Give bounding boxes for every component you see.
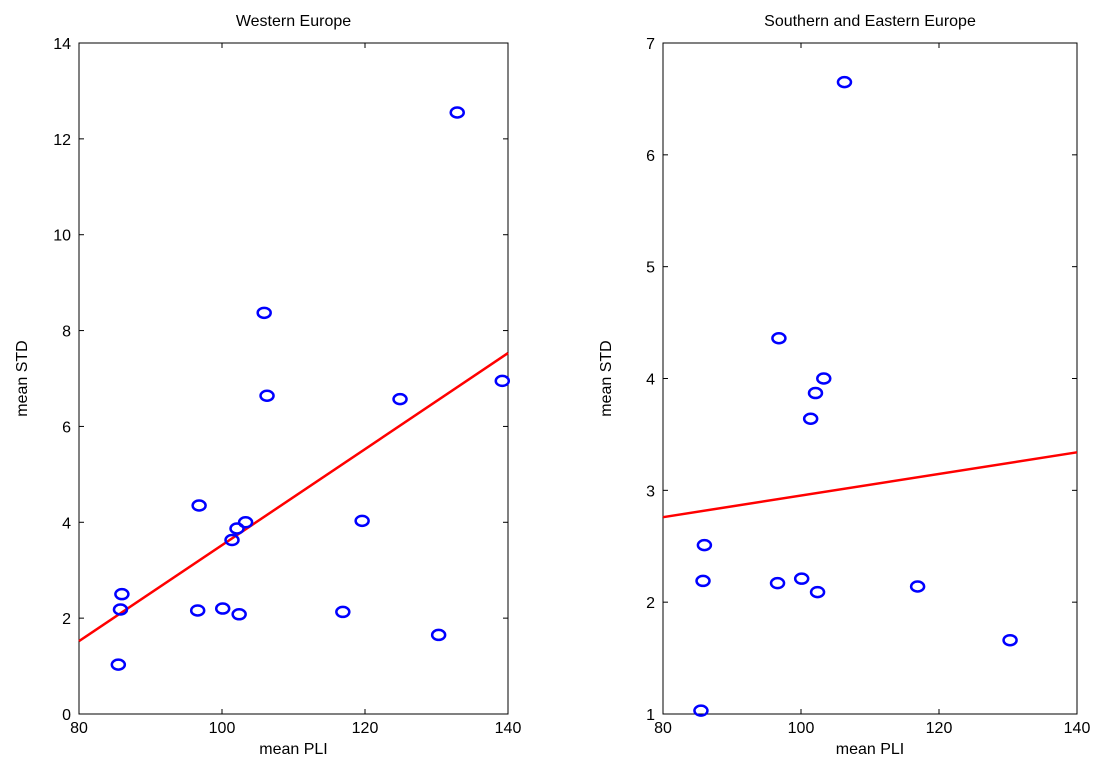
y-tick-label: 0 xyxy=(62,707,71,724)
y-tick-label: 7 xyxy=(646,36,655,53)
y-tick-label: 10 xyxy=(53,228,71,245)
y-tick-label: 2 xyxy=(646,595,655,612)
x-axis-label: mean PLI xyxy=(836,741,904,758)
data-point xyxy=(110,658,127,671)
data-point xyxy=(224,533,240,547)
regression-line xyxy=(78,352,509,643)
y-axis-label: mean STD xyxy=(598,340,615,416)
data-point xyxy=(807,386,824,400)
chart-title: Southern and Eastern Europe xyxy=(764,13,976,30)
data-point xyxy=(771,331,787,345)
data-point xyxy=(1002,633,1018,647)
y-tick-label: 6 xyxy=(646,148,655,165)
data-point xyxy=(354,514,370,528)
x-tick-label: 80 xyxy=(654,720,672,737)
plot-area-frame xyxy=(78,42,509,715)
data-point xyxy=(256,306,272,320)
data-point xyxy=(191,499,207,512)
x-tick-label: 120 xyxy=(352,720,379,737)
data-point xyxy=(836,75,853,89)
x-tick-label: 120 xyxy=(926,720,953,737)
data-point xyxy=(802,412,819,426)
x-tick-label: 100 xyxy=(209,720,236,737)
data-point xyxy=(259,389,275,403)
data-point xyxy=(229,522,245,535)
y-tick-label: 12 xyxy=(53,132,71,149)
data-point xyxy=(793,572,810,585)
data-point xyxy=(909,580,926,593)
x-tick-label: 100 xyxy=(788,720,815,737)
x-tick-label: 140 xyxy=(495,720,522,737)
x-tick-label: 80 xyxy=(70,720,88,737)
data-point xyxy=(214,602,231,615)
data-point xyxy=(494,374,511,388)
y-tick-label: 6 xyxy=(62,419,71,436)
data-point xyxy=(189,604,206,617)
y-tick-label: 4 xyxy=(646,372,655,389)
data-point xyxy=(114,587,130,601)
y-tick-label: 2 xyxy=(62,611,71,628)
data-point xyxy=(769,576,786,590)
y-tick-label: 5 xyxy=(646,260,655,277)
data-point xyxy=(231,608,247,621)
y-tick-label: 14 xyxy=(53,36,71,53)
data-point xyxy=(809,585,826,599)
data-point xyxy=(335,605,351,619)
y-tick-label: 1 xyxy=(646,707,655,724)
data-point xyxy=(112,603,129,616)
data-point xyxy=(430,628,447,642)
data-point xyxy=(449,106,465,119)
data-point xyxy=(693,704,709,717)
x-axis-label: mean PLI xyxy=(259,741,327,758)
data-point xyxy=(695,574,711,588)
x-tick-label: 140 xyxy=(1064,720,1091,737)
data-point xyxy=(392,392,408,406)
data-point xyxy=(696,538,713,552)
chart-panel-southern-eastern-europe: 80 100 120 140 1 2 3 4 5 6 7 Southern and Eastern E… xyxy=(598,13,1090,758)
y-tick-label: 3 xyxy=(646,483,655,500)
chart-panel-western-europe: 80 100 120 140 0 2 4 6 8 10 12 14 Western Europe mean… xyxy=(14,13,521,758)
data-point xyxy=(237,516,254,529)
chart-title: Western Europe xyxy=(236,13,351,30)
y-tick-label: 4 xyxy=(62,515,71,532)
y-axis-label: mean STD xyxy=(14,340,31,416)
regression-line xyxy=(662,451,1078,519)
y-tick-label: 8 xyxy=(62,324,71,341)
data-point xyxy=(816,372,832,385)
plot-area-frame xyxy=(662,42,1078,715)
